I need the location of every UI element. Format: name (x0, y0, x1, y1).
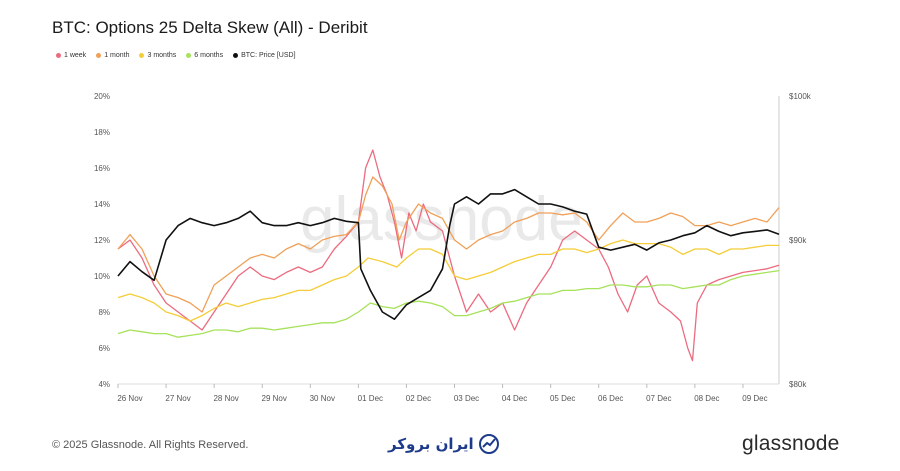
series-line-btc-price-usd (117, 188, 780, 321)
y-left-tick-label: 12% (94, 236, 110, 245)
legend-item-1-month[interactable]: 1 month (96, 52, 129, 59)
y-left-tick-label: 10% (94, 272, 110, 281)
y-right-tick-label: $90k (789, 236, 807, 245)
y-axis-right: $80k $90k $100k (789, 92, 812, 389)
legend-label: 1 week (64, 52, 87, 59)
x-tick-label: 04 Dec (502, 394, 527, 403)
x-tick-label: 09 Dec (742, 394, 767, 403)
x-tick-label: 05 Dec (550, 394, 575, 403)
series-line-6-months (117, 269, 780, 338)
footer-copyright: © 2025 Glassnode. All Rights Reserved. (52, 439, 249, 451)
legend-swatch (56, 53, 61, 58)
x-tick-label: 27 Nov (165, 394, 190, 403)
partner-logo[interactable]: ایران بروکر (388, 433, 500, 455)
y-left-tick-label: 8% (98, 308, 110, 317)
x-tick-label: 26 Nov (117, 394, 142, 403)
x-tick-label: 03 Dec (454, 394, 479, 403)
legend-swatch (186, 53, 192, 58)
legend-item-3-months[interactable]: 3 months (139, 52, 176, 59)
x-tick-label: 06 Dec (598, 394, 623, 403)
legend-item-1-week[interactable]: 1 week (56, 52, 86, 59)
x-axis: 26 Nov 27 Nov 28 Nov 29 Nov 30 Nov 01 Dec 02 D… (117, 384, 768, 403)
series-line-3-months (117, 239, 779, 322)
y-left-tick-label: 14% (94, 200, 110, 209)
y-axis-left: 4% 6% 8% 10% 12% 14% 16% 18% 20% (94, 92, 110, 389)
y-right-tick-label: $100k (789, 92, 812, 101)
chart-legend: 1 week 1 month 3 months 6 months BTC: Pr… (56, 52, 296, 59)
y-left-tick-label: 16% (94, 164, 110, 173)
y-left-tick-label: 18% (94, 128, 110, 137)
y-left-tick-label: 4% (98, 380, 110, 389)
chart-watermark: glassnode (300, 185, 583, 254)
legend-swatch (96, 53, 102, 58)
legend-swatch (233, 53, 239, 58)
legend-label: 6 months (194, 52, 224, 59)
legend-item-6-months[interactable]: 6 months (186, 52, 223, 59)
legend-swatch (139, 53, 145, 58)
legend-label: BTC: Price [USD] (241, 52, 296, 59)
legend-label: 3 months (147, 52, 177, 59)
series-line-1-month (117, 176, 780, 313)
y-left-tick-label: 6% (98, 344, 110, 353)
partner-logo-text: ایران بروکر (388, 435, 474, 453)
series-lines (117, 149, 780, 362)
y-left-tick-label: 20% (94, 92, 110, 101)
y-right-tick-label: $80k (789, 380, 807, 389)
legend-label: 1 month (104, 52, 130, 59)
x-tick-label: 30 Nov (310, 394, 335, 403)
chart-title: BTC: Options 25 Delta Skew (All) - Derib… (52, 18, 368, 37)
series-line-1-week (117, 149, 780, 362)
x-tick-label: 02 Dec (406, 394, 431, 403)
x-tick-label: 01 Dec (358, 394, 383, 403)
legend-item-btc-price[interactable]: BTC: Price [USD] (233, 52, 296, 59)
footer-brand: glassnode (742, 432, 840, 455)
trend-icon (478, 434, 499, 454)
x-tick-label: 07 Dec (646, 394, 671, 403)
x-tick-label: 28 Nov (213, 394, 238, 403)
x-tick-label: 08 Dec (694, 394, 719, 403)
x-tick-label: 29 Nov (262, 394, 287, 403)
